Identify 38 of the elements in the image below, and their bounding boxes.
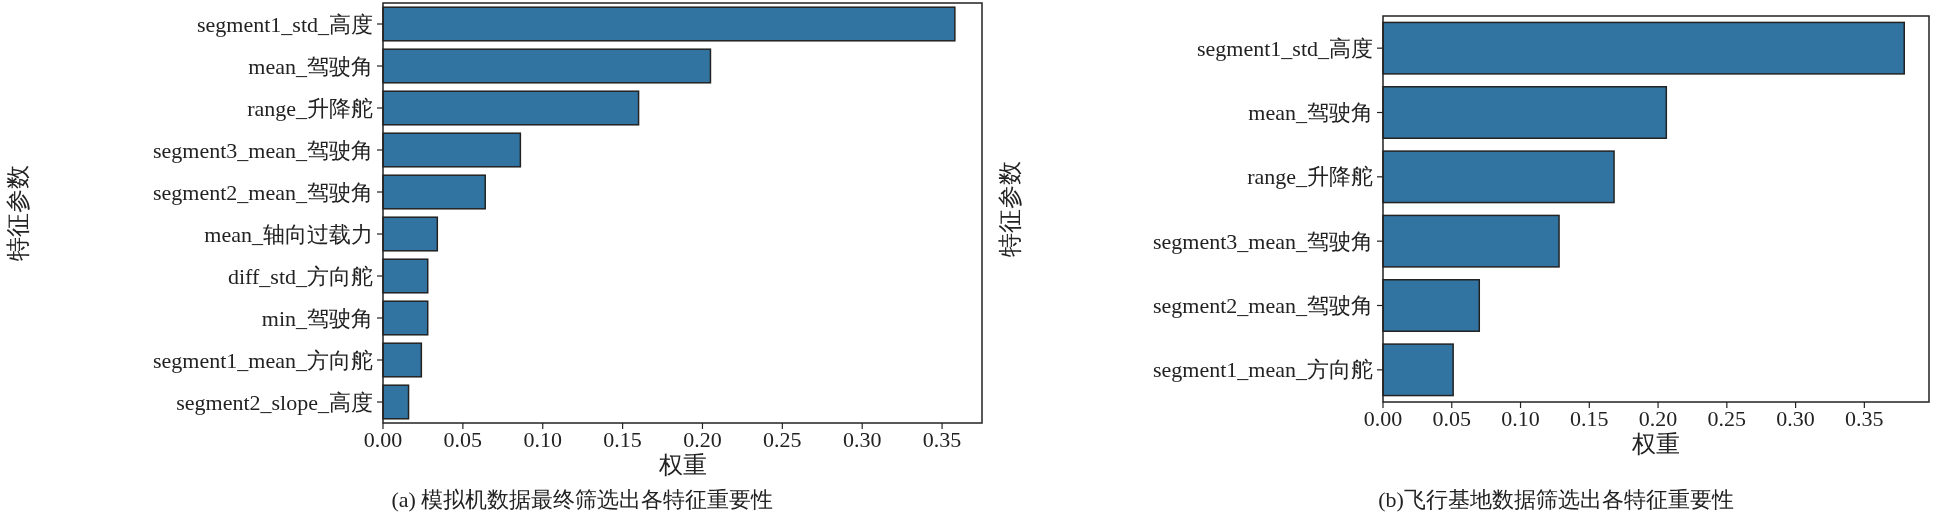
x-tick-label: 0.10 <box>523 427 562 452</box>
x-tick-label: 0.15 <box>1570 406 1609 431</box>
y-axis-title: 特征参数 <box>5 165 31 261</box>
x-tick-label: 0.20 <box>683 427 722 452</box>
y-tick-label: range_升降舵 <box>1247 164 1373 190</box>
x-axis-title: 权重 <box>1631 431 1680 457</box>
x-tick-label: 0.10 <box>1501 406 1540 431</box>
y-tick-label: mean_驾驶角 <box>248 53 373 79</box>
x-tick-label: 0.00 <box>363 427 403 452</box>
y-tick-label: segment1_mean_方向舵 <box>153 347 373 373</box>
x-tick-label: 0.30 <box>1776 406 1815 431</box>
x-tick-label: 0.35 <box>922 427 962 452</box>
x-tick-label: 0.00 <box>1363 406 1403 431</box>
y-tick-label: segment3_mean_驾驶角 <box>153 137 373 163</box>
y-tick-label: range_升降舵 <box>247 95 373 121</box>
x-tick-label: 0.25 <box>763 427 802 452</box>
x-tick-label: 0.25 <box>1707 406 1747 431</box>
y-tick-label: segment2_mean_驾驶角 <box>1153 293 1373 318</box>
x-tick-label: 0.35 <box>1845 406 1884 431</box>
y-tick-label: segment3_mean_驾驶角 <box>1153 228 1373 254</box>
y-tick-label: segment2_mean_驾驶角 <box>153 179 373 205</box>
y-tick-label: segment1_std_高度 <box>1197 35 1373 61</box>
y-tick-label: segment2_slope_高度 <box>176 389 373 415</box>
x-tick-label: 0.15 <box>603 427 642 452</box>
y-tick-label: mean_驾驶角 <box>1248 100 1373 125</box>
x-axis-title: 权重 <box>657 452 707 478</box>
y-tick-label: segment1_mean_方向舵 <box>1153 357 1373 383</box>
text: (b)飞行基地数据筛选出各特征重要性 <box>1378 487 1734 512</box>
x-tick-label: 0.20 <box>1638 406 1678 431</box>
text: (a) 模拟机数据最终筛选出各特征重要性 <box>391 487 774 512</box>
y-tick-label: diff_std_方向舵 <box>227 263 373 289</box>
y-tick-label: segment1_std_高度 <box>197 11 373 37</box>
x-tick-label: 0.05 <box>443 427 483 452</box>
y-axis-title: 特征参数 <box>997 161 1023 257</box>
y-tick-label: mean_轴向过载力 <box>204 221 373 247</box>
x-tick-label: 0.05 <box>1432 406 1472 431</box>
x-tick-label: 0.30 <box>842 427 882 452</box>
y-tick-label: min_驾驶角 <box>261 305 373 331</box>
